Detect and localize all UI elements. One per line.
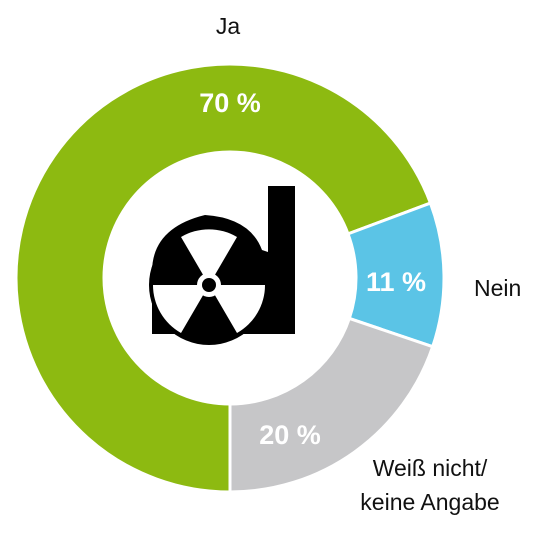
donut xyxy=(14,62,446,494)
category-label: Weiß nicht/keine Angabe xyxy=(360,455,499,515)
category-label: Ja xyxy=(216,13,241,39)
value-label: 11 % xyxy=(366,267,426,297)
value-label: 20 % xyxy=(259,420,321,450)
factory-icon xyxy=(149,186,295,345)
value-label: 70 % xyxy=(199,88,261,118)
slice xyxy=(14,62,433,494)
slice xyxy=(228,316,435,494)
category-label: Nein xyxy=(474,275,521,301)
